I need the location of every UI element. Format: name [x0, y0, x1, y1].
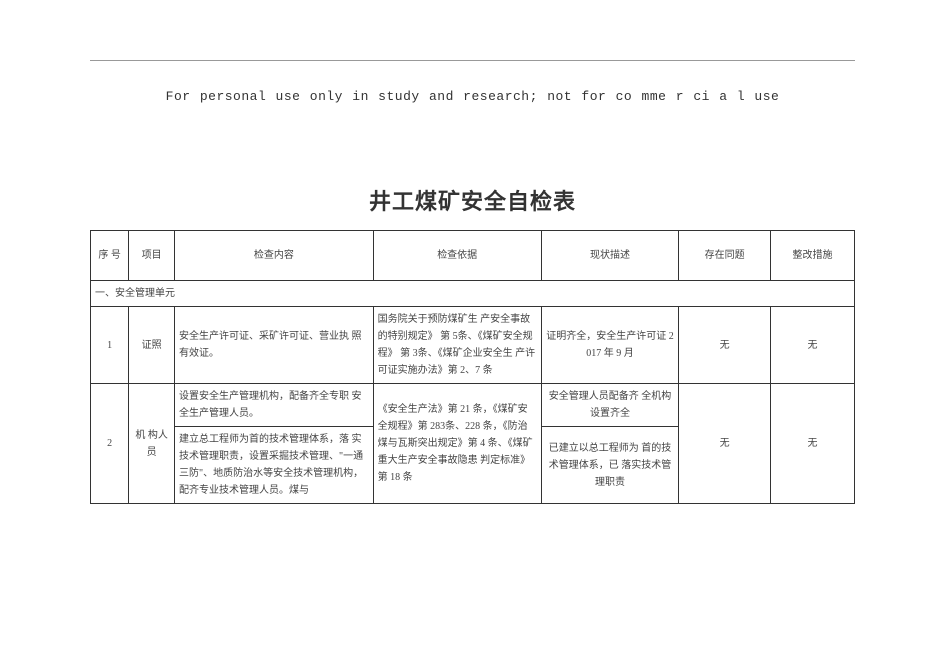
section-row-1: 一、安全管理单元 — [91, 281, 855, 307]
table-header: 序 号 项目 检查内容 检查依据 现状描述 存在同题 整改措施 — [91, 231, 855, 281]
cell-project: 证照 — [129, 307, 175, 384]
page-container: For personal use only in study and resea… — [0, 0, 945, 544]
col-status: 现状描述 — [541, 231, 679, 281]
col-content: 检查内容 — [175, 231, 374, 281]
col-basis: 检查依据 — [373, 231, 541, 281]
table-row: 1 证照 安全生产许可证、采矿许可证、营业执 照有效证。 国务院关于预防煤矿生 … — [91, 307, 855, 384]
cell-status-a: 安全管理人员配备齐 全机构设置齐全 — [541, 384, 679, 427]
cell-action: 无 — [770, 384, 854, 504]
col-project: 项目 — [129, 231, 175, 281]
page-title: 井工煤矿安全自检表 — [90, 184, 855, 216]
col-seq: 序 号 — [91, 231, 129, 281]
cell-basis: 《安全生产法》第 21 条，《煤矿安全规程》第 283条、228 条，《防治煤与… — [373, 384, 541, 504]
col-action: 整改措施 — [770, 231, 854, 281]
cell-content: 安全生产许可证、采矿许可证、营业执 照有效证。 — [175, 307, 374, 384]
cell-content-b: 建立总工程师为首的技术管理体系，落 实技术管理职责，设置采掘技术管理、"一通三防… — [175, 427, 374, 504]
table-row: 2 机 构人 员 设置安全生产管理机构，配备齐全专职 安全生产管理人员。 《安全… — [91, 384, 855, 427]
section-1-title: 一、安全管理单元 — [91, 281, 855, 307]
cell-issue: 无 — [679, 307, 771, 384]
cell-basis: 国务院关于预防煤矿生 产安全事故的特别规定》 第 5条、《煤矿安全规程》 第 3… — [373, 307, 541, 384]
cell-seq: 2 — [91, 384, 129, 504]
cell-content-a: 设置安全生产管理机构，配备齐全专职 安全生产管理人员。 — [175, 384, 374, 427]
cell-action: 无 — [770, 307, 854, 384]
cell-issue: 无 — [679, 384, 771, 504]
col-issue: 存在同题 — [679, 231, 771, 281]
cell-status: 证明齐全，安全生产许可证 2017 年 9 月 — [541, 307, 679, 384]
disclaimer-text: For personal use only in study and resea… — [90, 89, 855, 104]
cell-status-b: 已建立以总工程师为 首的技术管理体系，已 落实技术管理职责 — [541, 427, 679, 504]
cell-seq: 1 — [91, 307, 129, 384]
cell-project: 机 构人 员 — [129, 384, 175, 504]
top-rule — [90, 60, 855, 61]
safety-check-table: 序 号 项目 检查内容 检查依据 现状描述 存在同题 整改措施 一、安全管理单元… — [90, 230, 855, 504]
